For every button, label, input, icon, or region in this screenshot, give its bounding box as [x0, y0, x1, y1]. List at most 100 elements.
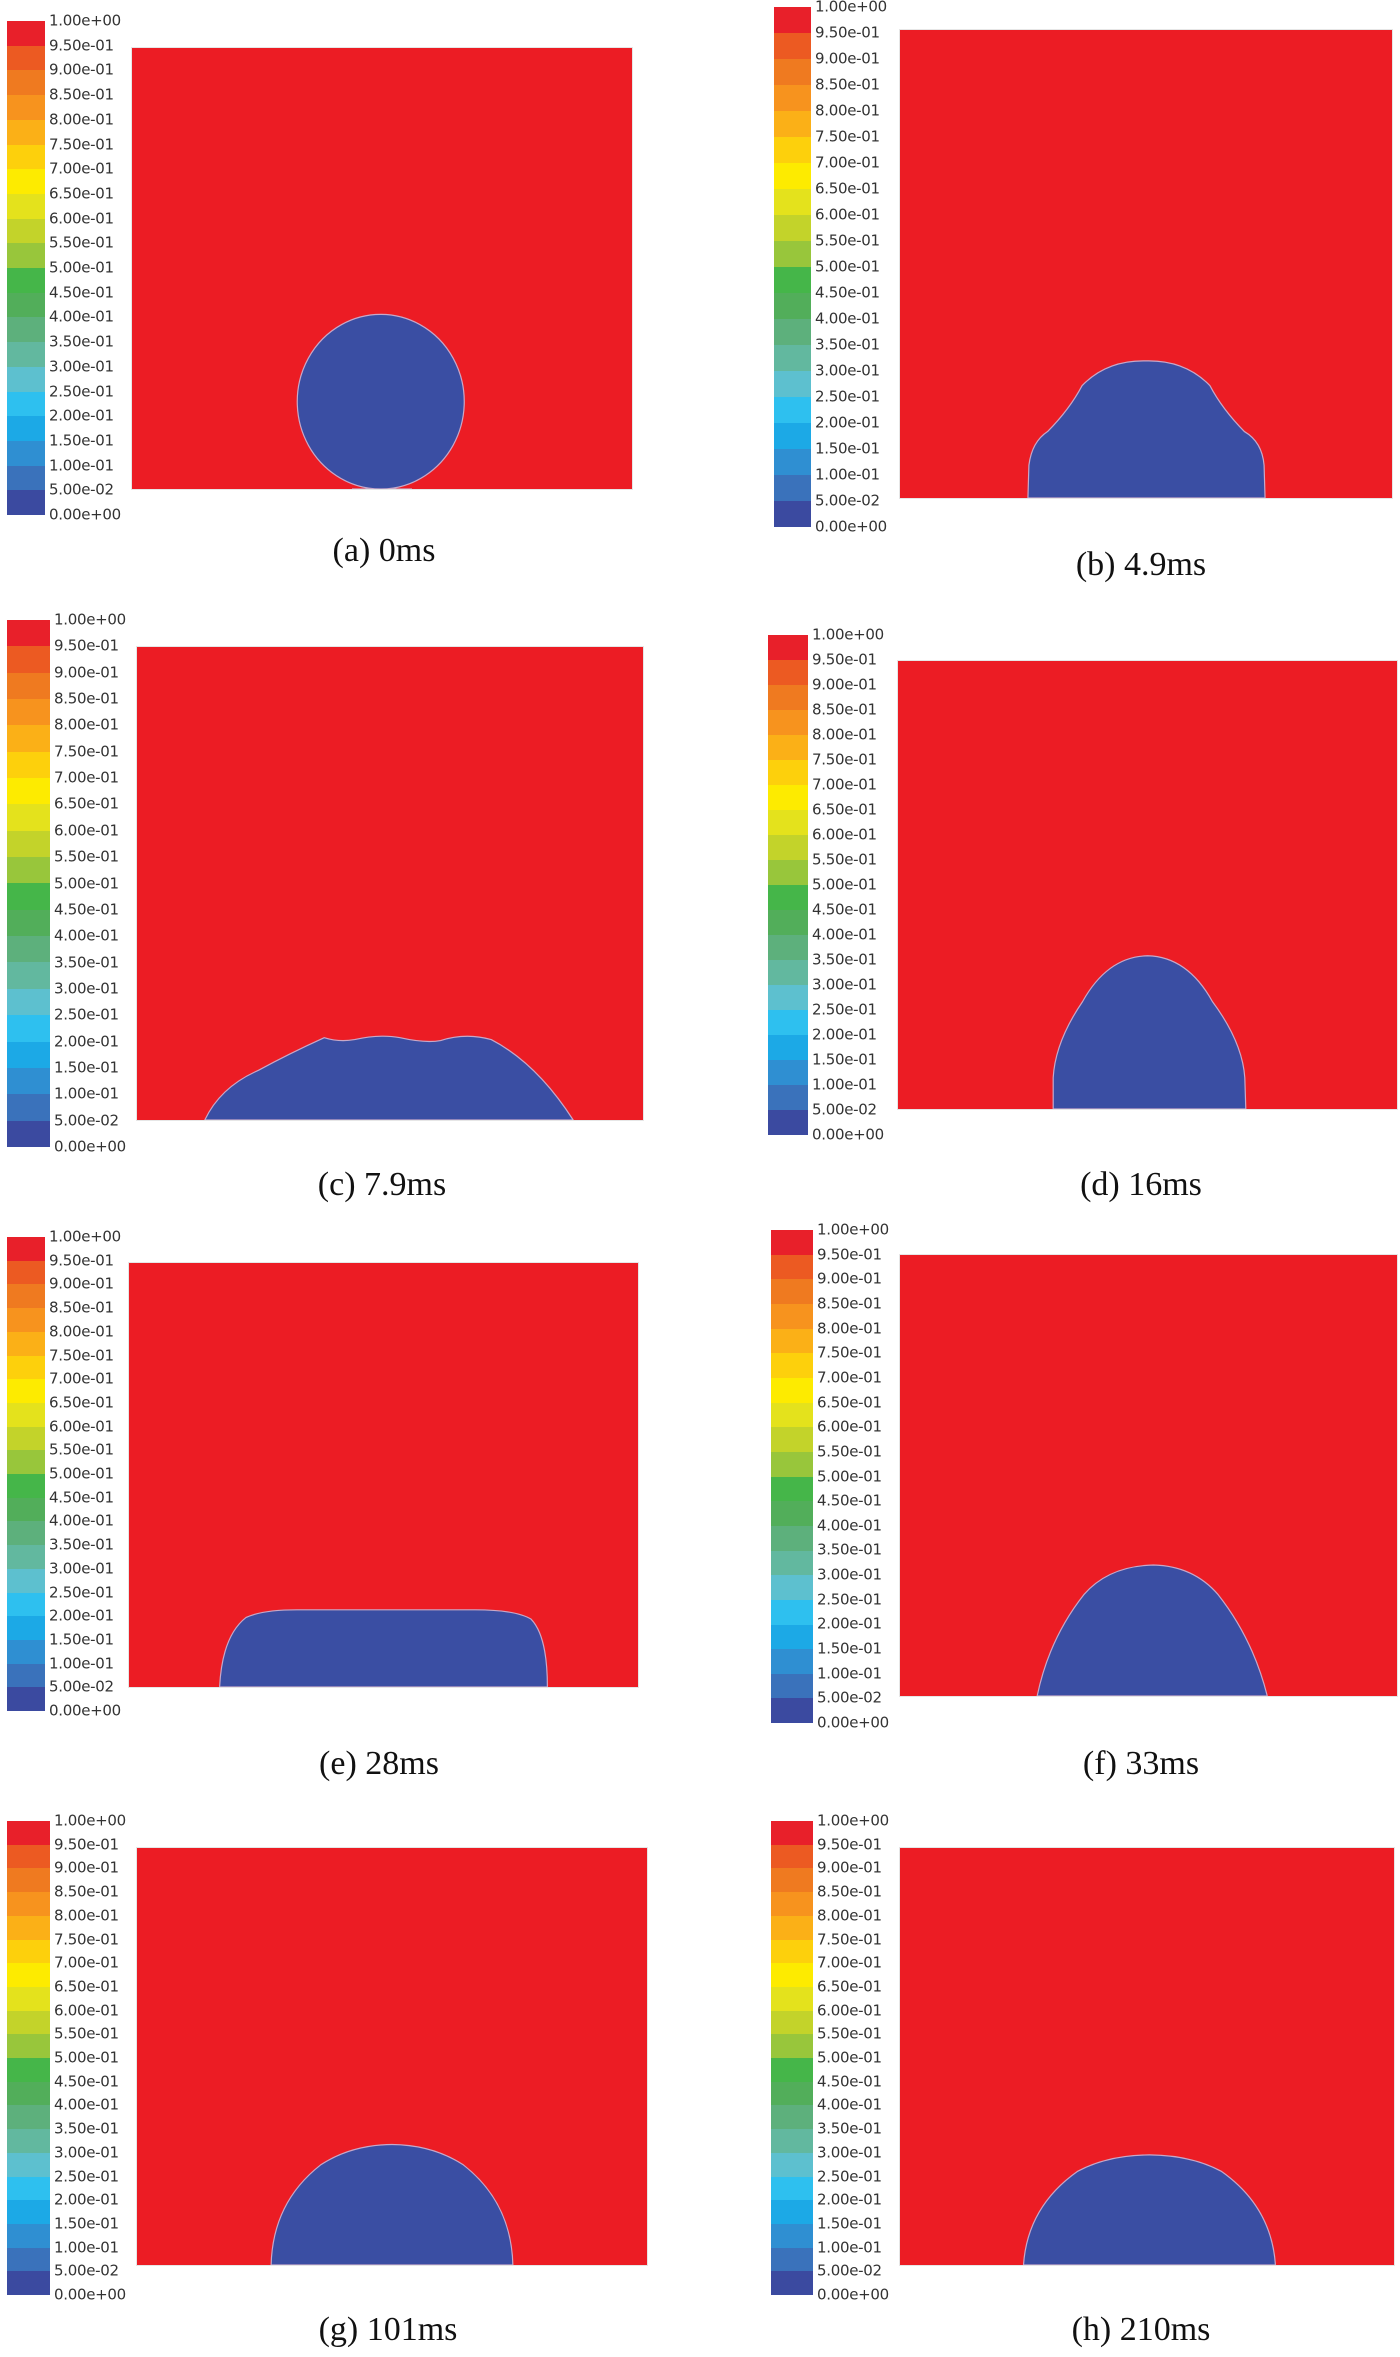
colorbar-band — [7, 21, 45, 46]
colorbar-tick-label: 1.00e-01 — [49, 1654, 114, 1673]
colorbar-band — [771, 1451, 813, 1477]
colorbar-tick-label: 1.50e-01 — [812, 1050, 877, 1069]
colorbar-band — [7, 144, 45, 170]
colorbar-tick-label: 1.00e+00 — [815, 0, 887, 16]
colorbar-band — [768, 710, 808, 735]
panel-caption: (f) 33ms — [1082, 1745, 1200, 1782]
colorbar-tick-label: 5.00e-01 — [817, 2048, 882, 2067]
colorbar-tick-label: 3.00e-01 — [54, 979, 119, 998]
colorbar-band — [7, 317, 45, 343]
colorbar-tick-label: 6.00e-01 — [817, 1417, 882, 1436]
colorbar-tick-label: 1.50e-01 — [817, 1639, 882, 1658]
colorbar-band — [771, 1402, 813, 1428]
colorbar-band — [771, 1476, 813, 1502]
colorbar-tick-label: 8.00e-01 — [817, 1906, 882, 1925]
colorbar-band — [774, 475, 811, 501]
colorbar-tick-label: 2.50e-01 — [817, 1590, 882, 1609]
contour-plot — [900, 30, 1392, 498]
colorbar-band — [7, 490, 45, 516]
colorbar-tick-label: 4.00e-01 — [49, 307, 114, 326]
colorbar-tick-label: 1.00e-01 — [54, 2238, 119, 2257]
colorbar-band — [771, 2034, 813, 2059]
colorbar-band — [7, 2129, 50, 2153]
colorbar-band — [7, 1639, 45, 1664]
colorbar-tick-label: 5.00e-01 — [54, 874, 119, 892]
colorbar-band — [774, 423, 811, 449]
colorbar-band — [774, 85, 811, 111]
colorbar-tick-label: 1.00e-01 — [815, 465, 880, 484]
colorbar-band — [7, 2223, 50, 2248]
colorbar-tick-label: 3.00e-01 — [49, 357, 114, 376]
colorbar-band — [7, 95, 45, 120]
colorbar-tick-label: 1.00e-01 — [812, 1075, 877, 1094]
colorbar-tick-label: 1.00e-01 — [49, 456, 114, 475]
colorbar-tick-label: 9.00e-01 — [54, 663, 119, 682]
panel-caption: (c) 7.9ms — [317, 1166, 447, 1203]
colorbar-tick-label: 4.50e-01 — [812, 900, 877, 919]
colorbar-tick-label: 9.00e-01 — [817, 1269, 882, 1288]
colorbar-tick-label: 0.00e+00 — [812, 1125, 884, 1144]
colorbar-band — [7, 1821, 50, 1845]
colorbar-band — [7, 646, 50, 673]
panel-caption: (b) 4.9ms — [1075, 546, 1207, 583]
colorbar-band — [774, 501, 811, 527]
colorbar-tick-label: 8.00e-01 — [54, 1906, 119, 1925]
colorbar-tick-label: 5.00e-01 — [817, 1467, 882, 1485]
colorbar-band — [774, 267, 811, 293]
colorbar-band — [771, 1892, 813, 1916]
colorbar-band — [771, 1963, 813, 1987]
colorbar-tick-label: 4.00e-01 — [817, 2095, 882, 2114]
contour-plot — [137, 1848, 647, 2265]
bubble-region — [1053, 956, 1246, 1109]
colorbar-tick-label: 3.00e-01 — [812, 975, 877, 994]
colorbar-tick-label: 1.50e-01 — [49, 1630, 114, 1649]
colorbar-tick-label: 7.50e-01 — [49, 1346, 114, 1364]
colorbar-band — [7, 1592, 45, 1617]
colorbar-tick-label: 1.00e+00 — [812, 625, 884, 644]
colorbar-tick-label: 1.50e-01 — [49, 431, 114, 450]
colorbar-tick-label: 8.50e-01 — [815, 75, 880, 94]
colorbar-band — [7, 1939, 50, 1964]
colorbar-tick-label: 1.00e+00 — [817, 1811, 889, 1830]
panel-caption: (d) 16ms — [1080, 1166, 1202, 1203]
colorbar-band — [7, 218, 45, 244]
colorbar-tick-label: 8.00e-01 — [817, 1319, 882, 1338]
contour-plot — [132, 48, 632, 489]
colorbar-tick-label: 2.50e-01 — [812, 1000, 877, 1019]
colorbar-band — [7, 1497, 45, 1522]
colorbar-tick-label: 4.50e-01 — [49, 1488, 114, 1507]
colorbar — [771, 1821, 813, 2296]
colorbar-band — [7, 988, 50, 1016]
colorbar-band — [7, 1915, 50, 1940]
colorbar-band — [771, 1599, 813, 1625]
colorbar-tick-label: 5.00e-02 — [49, 1677, 114, 1696]
colorbar-tick-label: 0.00e+00 — [54, 1137, 126, 1156]
colorbar-tick-label: 5.00e-02 — [49, 480, 114, 499]
colorbar-tick-label: 4.00e-01 — [812, 925, 877, 944]
colorbar-band — [7, 1450, 45, 1475]
colorbar-band — [771, 1550, 813, 1576]
colorbar-tick-label: 5.50e-01 — [54, 847, 119, 866]
colorbar-band — [771, 2223, 813, 2248]
colorbar-band — [7, 778, 50, 805]
colorbar-band — [7, 2034, 50, 2059]
colorbar-tick-label: 3.00e-01 — [815, 361, 880, 380]
colorbar-band — [771, 1673, 813, 1699]
colorbar-band — [768, 960, 808, 985]
colorbar-band — [768, 660, 808, 685]
colorbar-band — [7, 1237, 45, 1261]
colorbar-tick-label: 8.50e-01 — [49, 85, 114, 104]
colorbar-band — [771, 1844, 813, 1869]
colorbar — [7, 620, 50, 1147]
colorbar-tick-label: 2.00e-01 — [817, 2190, 882, 2209]
colorbar-band — [768, 985, 808, 1010]
bubble-region — [271, 2144, 513, 2265]
colorbar-band — [771, 1230, 813, 1255]
colorbar-tick-label: 0.00e+00 — [817, 2285, 889, 2304]
colorbar-band — [7, 672, 50, 700]
colorbar — [774, 7, 811, 527]
colorbar-band — [7, 699, 50, 726]
colorbar-band — [7, 1616, 45, 1640]
colorbar-band — [768, 860, 808, 885]
colorbar-tick-label: 2.00e-01 — [54, 1032, 119, 1051]
